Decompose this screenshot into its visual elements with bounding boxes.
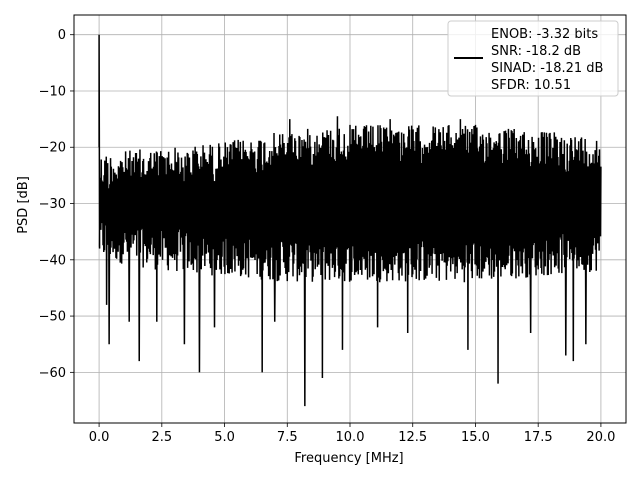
psd-series bbox=[98, 34, 602, 407]
y-tick-label: −60 bbox=[39, 366, 66, 381]
legend-sfdr: SFDR: 10.51 bbox=[491, 78, 571, 93]
y-tick-label: −30 bbox=[39, 197, 66, 212]
x-tick-label: 0.0 bbox=[89, 430, 110, 445]
x-tick-label: 5.0 bbox=[214, 430, 235, 445]
x-tick-label: 7.5 bbox=[277, 430, 298, 445]
x-tick-label: 10.0 bbox=[336, 430, 365, 445]
y-tick-label: −20 bbox=[39, 141, 66, 156]
x-tick-label: 12.5 bbox=[398, 430, 427, 445]
x-tick-label: 17.5 bbox=[524, 430, 553, 445]
psd-line bbox=[98, 34, 602, 407]
y-tick-label: −40 bbox=[39, 253, 66, 268]
x-axis-label: Frequency [MHz] bbox=[294, 451, 403, 466]
x-tick-label: 15.0 bbox=[461, 430, 490, 445]
x-axis-ticks: 0.0 2.5 5.0 7.5 10.0 12.5 15.0 17.5 20.0 bbox=[89, 423, 615, 445]
x-tick-label: 20.0 bbox=[586, 430, 615, 445]
legend-enob: ENOB: -3.32 bits bbox=[491, 27, 598, 42]
y-axis-label: PSD [dB] bbox=[16, 176, 31, 234]
y-axis-ticks: 0 −10 −20 −30 −40 −50 −60 bbox=[39, 28, 74, 381]
legend: ENOB: -3.32 bits SNR: -18.2 dB SINAD: -1… bbox=[447, 20, 619, 97]
legend-box bbox=[447, 20, 619, 97]
y-tick-label: −50 bbox=[39, 310, 66, 325]
y-tick-label: −10 bbox=[39, 84, 66, 99]
x-tick-label: 2.5 bbox=[151, 430, 172, 445]
legend-snr: SNR: -18.2 dB bbox=[491, 44, 581, 59]
legend-sinad: SINAD: -18.21 dB bbox=[491, 61, 603, 76]
y-tick-label: 0 bbox=[58, 28, 66, 43]
